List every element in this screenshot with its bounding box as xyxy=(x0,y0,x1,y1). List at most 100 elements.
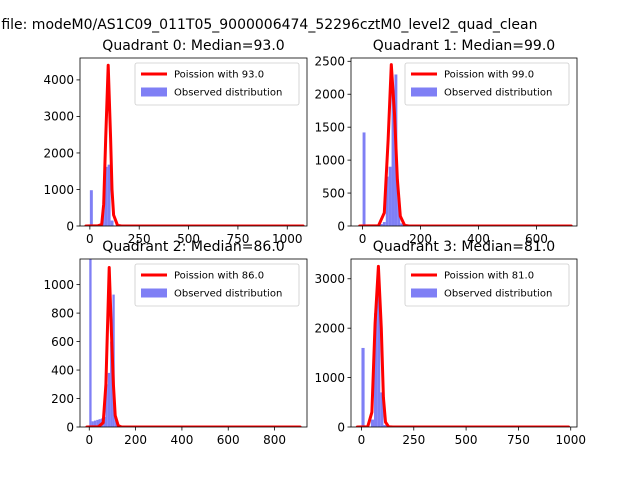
legend-patch-swatch xyxy=(411,87,437,97)
histogram-bar xyxy=(382,222,386,226)
subplot-quadrant-3: 0 250 500 750 1000 0 1000 2000 3000 Quadrant 3: M… xyxy=(314,239,586,447)
x-tick-label: 800 xyxy=(263,433,286,447)
figure-title: n file: modeM0/AS1C09_011T05_9000006474_… xyxy=(0,17,537,33)
subplot-title: Quadrant 2: Median=86.0 xyxy=(102,239,284,255)
y-tick-label: 600 xyxy=(51,335,74,349)
plot-area xyxy=(84,63,305,226)
histogram-bar xyxy=(89,259,92,427)
histogram-bar xyxy=(361,347,365,427)
histogram-bar xyxy=(377,278,381,427)
legend-patch-swatch xyxy=(141,87,167,97)
legend-box xyxy=(134,263,300,307)
histogram-bar xyxy=(98,419,101,427)
histogram-bar xyxy=(110,220,114,226)
subplot-title: Quadrant 1: Median=99.0 xyxy=(373,38,555,54)
legend-label: Observed distribution xyxy=(444,289,552,300)
x-tick-label: 400 xyxy=(170,433,193,447)
x-tick-label: 1000 xyxy=(555,433,586,447)
y-tick-label: 0 xyxy=(66,219,74,233)
legend-label: Observed distribution xyxy=(444,88,552,99)
x-tick-label: 0 xyxy=(358,433,366,447)
y-tick-label: 0 xyxy=(66,420,74,434)
histogram-bar xyxy=(379,224,383,226)
poisson-fit-line xyxy=(358,63,573,226)
histogram-bar xyxy=(385,176,389,226)
x-tick-label: 750 xyxy=(226,232,249,246)
histogram-bar xyxy=(104,166,108,226)
histogram-bar xyxy=(388,166,392,226)
y-tick-label: 400 xyxy=(51,363,74,377)
legend-label: Observed distribution xyxy=(174,289,282,300)
axes-frame xyxy=(350,57,578,227)
poisson-fit-line xyxy=(85,266,302,427)
x-tick-label: 750 xyxy=(507,433,530,447)
histogram-bar xyxy=(370,419,375,427)
histogram-bar xyxy=(107,164,111,226)
histogram-bar xyxy=(362,132,366,226)
y-tick-label: 1000 xyxy=(314,371,345,385)
y-tick-label: 1000 xyxy=(314,153,345,167)
legend-box xyxy=(134,62,300,106)
legend-box xyxy=(404,62,570,106)
histogram-bar xyxy=(383,425,387,427)
legend-label: Poission with 99.0 xyxy=(444,70,534,81)
y-tick-label: 2000 xyxy=(314,321,345,335)
histogram-bar xyxy=(91,421,94,427)
y-tick-label: 500 xyxy=(322,186,345,200)
x-tick-label: 600 xyxy=(217,433,240,447)
histogram-bar xyxy=(96,419,99,427)
y-tick-label: 1000 xyxy=(43,183,74,197)
x-tick-label: 400 xyxy=(467,232,490,246)
legend-patch-swatch xyxy=(141,288,167,298)
histogram-bar xyxy=(374,313,378,427)
y-tick-label: 200 xyxy=(51,392,74,406)
histogram-bar xyxy=(107,372,111,427)
x-tick-label: 250 xyxy=(128,232,151,246)
x-tick-label: 250 xyxy=(402,433,425,447)
subplot-title: Quadrant 3: Median=81.0 xyxy=(373,239,555,255)
axes-frame xyxy=(79,57,308,227)
histogram-bar xyxy=(380,392,384,427)
histogram-bar xyxy=(391,90,395,226)
y-tick-label: 3000 xyxy=(314,272,345,286)
histogram-bar xyxy=(105,384,108,427)
subplot-quadrant-0: 0 250 500 750 1000 0 1000 2000 3000 4000 Quadrant … xyxy=(43,38,308,246)
legend-label: Observed distribution xyxy=(174,88,282,99)
legend-label: Poission with 86.0 xyxy=(174,271,264,282)
x-tick-label: 500 xyxy=(455,433,478,447)
y-tick-label: 3000 xyxy=(43,110,74,124)
y-tick-label: 1500 xyxy=(314,120,345,134)
legend-label: Poission with 81.0 xyxy=(444,271,534,282)
x-tick-label: 0 xyxy=(359,232,367,246)
axes-frame xyxy=(350,258,578,428)
histogram-bar xyxy=(89,190,93,226)
subplot-quadrant-1: 0 200 400 600 0 500 1000 1500 2000 2500 Quadrant 1… xyxy=(314,38,578,246)
x-tick-label: 200 xyxy=(409,232,432,246)
x-tick-label: 0 xyxy=(85,433,93,447)
y-tick-label: 2000 xyxy=(314,88,345,102)
histogram-bar xyxy=(110,341,113,427)
plot-area xyxy=(85,259,302,427)
x-tick-label: 1000 xyxy=(272,232,303,246)
y-tick-label: 0 xyxy=(337,420,345,434)
plot-area xyxy=(358,63,573,226)
x-tick-label: 200 xyxy=(124,433,147,447)
y-tick-label: 2500 xyxy=(314,55,345,69)
poisson-fit-line xyxy=(84,63,305,226)
x-tick-label: 0 xyxy=(86,232,94,246)
y-tick-label: 0 xyxy=(337,219,345,233)
legend-box xyxy=(404,263,570,307)
subplot-title: Quadrant 0: Median=93.0 xyxy=(102,38,284,54)
legend-label: Poission with 93.0 xyxy=(174,70,264,81)
axes-frame xyxy=(79,258,308,428)
histogram-bar xyxy=(93,420,97,427)
histogram-bar xyxy=(400,223,404,226)
y-tick-label: 4000 xyxy=(43,73,74,87)
legend-patch-swatch xyxy=(411,288,437,298)
x-tick-label: 600 xyxy=(525,232,548,246)
y-tick-label: 1000 xyxy=(43,278,74,292)
y-tick-label: 2000 xyxy=(43,146,74,160)
x-tick-label: 500 xyxy=(177,232,200,246)
y-tick-label: 800 xyxy=(51,306,74,320)
